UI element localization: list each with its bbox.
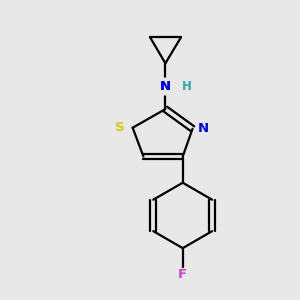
Text: S: S bbox=[116, 121, 125, 134]
Text: F: F bbox=[178, 268, 187, 281]
Text: N: N bbox=[160, 80, 171, 93]
Text: H: H bbox=[182, 80, 192, 93]
Text: H: H bbox=[182, 80, 192, 93]
Text: N: N bbox=[160, 80, 171, 93]
Text: N: N bbox=[198, 122, 209, 135]
